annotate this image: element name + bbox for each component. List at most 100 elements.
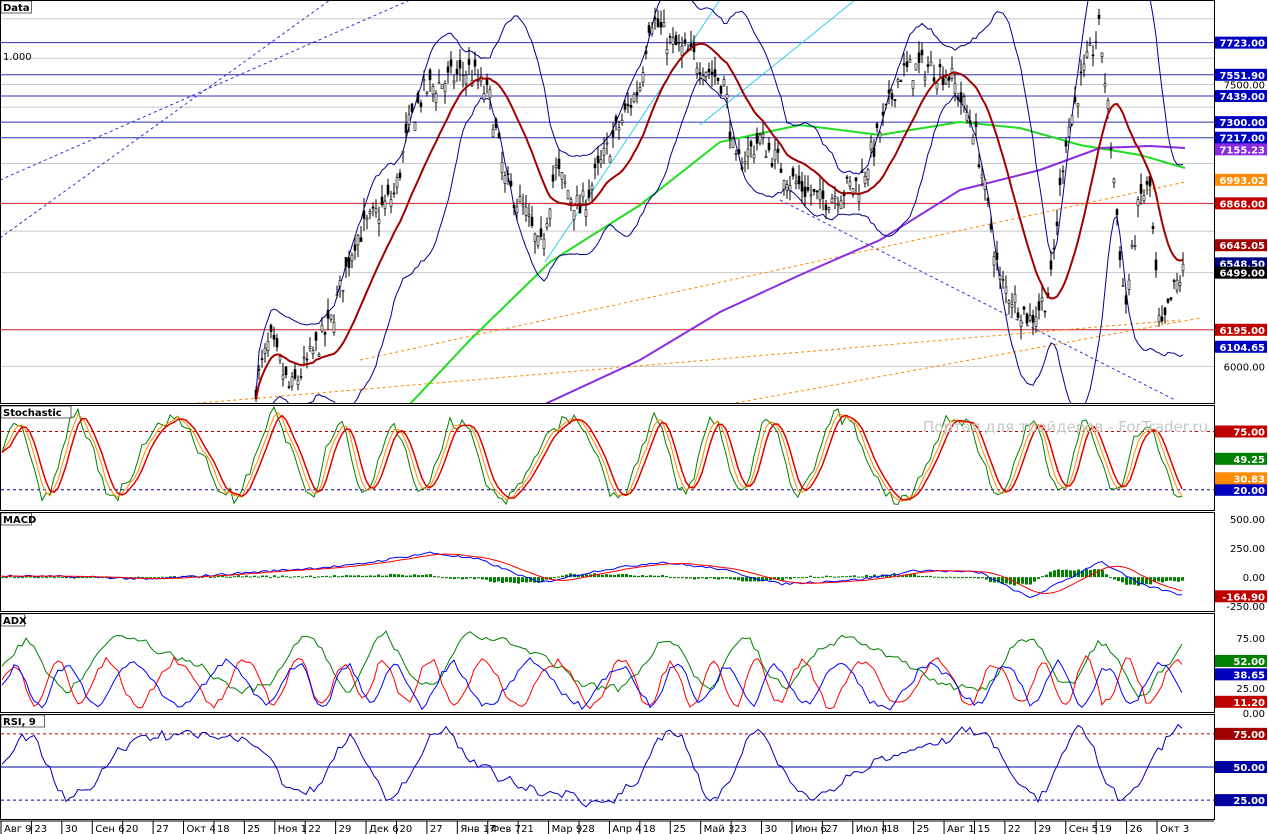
bollinger-lower-line [255, 77, 1184, 403]
candle-body [341, 289, 345, 292]
macd-histogram-bar [221, 575, 224, 578]
macd-histogram-bar [989, 577, 992, 583]
price-indicator-tag: 6548.50 [1219, 259, 1265, 270]
macd-histogram-bar [461, 577, 464, 580]
candle-body [1118, 251, 1122, 261]
macd-histogram-bar [365, 575, 368, 578]
candle-body [1064, 140, 1068, 147]
macd-histogram-bar [893, 574, 896, 578]
macd-histogram-bar [45, 577, 48, 579]
candle-body [797, 175, 801, 185]
candle-body [641, 72, 645, 83]
macd-histogram-bar [161, 576, 164, 578]
macd-histogram-bar [217, 575, 220, 578]
candle-body [626, 104, 630, 106]
candle-body [362, 210, 366, 219]
macd-histogram-bar [945, 577, 948, 579]
candle-body [608, 156, 612, 163]
candle-body [419, 102, 423, 107]
macd-histogram-bar [877, 575, 880, 578]
macd-histogram-bar [1125, 577, 1128, 585]
macd-histogram-bar [765, 577, 768, 581]
macd-histogram-bar [925, 575, 928, 578]
macd-histogram-bar [369, 575, 372, 578]
date-label: 28 [582, 824, 595, 834]
macd-histogram-bar [525, 577, 528, 583]
candle-body [299, 376, 303, 378]
macd-histogram-bar [917, 575, 920, 578]
candle-body [980, 174, 984, 179]
price-indicator-tag-bg [1215, 257, 1267, 270]
candle-body [878, 132, 882, 138]
candle-body [890, 93, 894, 100]
macd-histogram-bar [1141, 577, 1144, 585]
date-label: 20 [126, 824, 139, 834]
macd-histogram-bar [389, 573, 392, 578]
candle-body [464, 74, 468, 85]
candle-body [902, 63, 906, 66]
macd-axis-tick-label: 0.00 [1243, 573, 1265, 584]
macd-histogram-bar [661, 574, 664, 578]
candle-body [623, 103, 627, 110]
macd-histogram-bar [469, 577, 472, 579]
candle-body [782, 180, 786, 190]
candle-body [791, 168, 795, 177]
macd-histogram-bar [749, 577, 752, 582]
date-label: Авг 9 [4, 824, 32, 834]
trend-line-dashed [732, 317, 1201, 403]
candle-body [1058, 177, 1062, 186]
panel-frame-adx [0, 613, 1215, 713]
macd-histogram-bar [561, 575, 564, 578]
macd-histogram-bar [517, 577, 520, 584]
candle-body [836, 204, 840, 206]
macd-histogram-bar [449, 577, 452, 579]
macd-histogram-bar [33, 577, 36, 579]
candle-body [560, 172, 564, 180]
stoch-level-tag-bg [1215, 483, 1267, 496]
macd-histogram-bar [825, 575, 828, 578]
candle-body [1094, 41, 1098, 44]
macd-histogram-bar [485, 577, 488, 580]
macd-value-tag: -164.90 [1222, 592, 1265, 603]
candle-body [884, 103, 888, 106]
candle-body [1178, 282, 1182, 286]
macd-histogram-bar [497, 577, 500, 582]
candle-body [695, 67, 699, 74]
candle-body [974, 121, 978, 127]
candle-body [293, 369, 297, 379]
stoch-plot [1, 406, 1214, 506]
candle-body [887, 89, 891, 94]
adx-plus-di-line [1, 654, 1183, 710]
macd-histogram-bar [341, 575, 344, 578]
macd-histogram-bar [345, 575, 348, 578]
date-label: 15 [977, 824, 990, 834]
macd-histogram-bar [101, 577, 104, 579]
macd-histogram-bar [629, 574, 632, 578]
macd-histogram-bar [209, 576, 212, 578]
candle-body [437, 81, 441, 84]
macd-histogram-bar [529, 577, 532, 582]
macd-histogram-bar [833, 576, 836, 578]
candle-body [1025, 313, 1029, 324]
candle-body [1172, 280, 1176, 282]
candle-body [509, 180, 513, 187]
candle-body [809, 194, 813, 197]
candle-body [506, 173, 510, 176]
macd-histogram-bar [601, 574, 604, 578]
candle-body [929, 61, 933, 66]
price-indicator-tag: 6499.00 [1219, 269, 1265, 280]
candle-body [602, 147, 606, 156]
candle-body [788, 184, 792, 191]
candle-body [374, 208, 378, 213]
macd-histogram-bar [553, 577, 556, 579]
price-plot [1, 1, 1201, 403]
candle-body [917, 52, 921, 63]
candle-body [953, 83, 957, 94]
candle-body [977, 164, 981, 168]
price-level-tag-bg [1215, 90, 1267, 103]
candle-body [1040, 297, 1044, 302]
candle-body [848, 181, 852, 187]
candle-body [725, 93, 729, 99]
macd-histogram-bar [1041, 576, 1044, 578]
